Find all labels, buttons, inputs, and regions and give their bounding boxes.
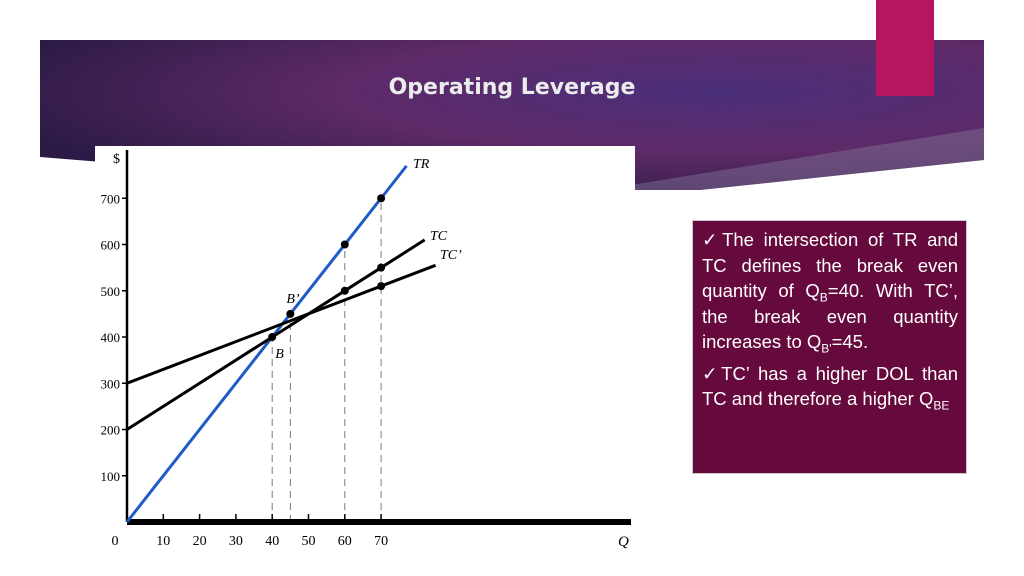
accent-tab (876, 0, 934, 96)
y-tick-label: 500 (101, 284, 121, 299)
break-even-chart: 0 10 20 30 40 50 60 70 100 200 300 400 500 600 700 $ Q TR… (95, 146, 635, 556)
y-tick-label: 100 (101, 469, 121, 484)
x-tick-label: 30 (229, 534, 243, 549)
y-tick-label: 200 (101, 423, 121, 438)
x-tick-label: 20 (193, 534, 207, 549)
data-point (340, 240, 349, 249)
data-point (286, 309, 295, 318)
checkmark-icon: ✓ (702, 362, 722, 384)
point-label-b: B (275, 347, 284, 362)
data-point (377, 263, 386, 272)
slide-title: Operating Leverage (388, 75, 636, 100)
explanation-paragraph-2: ✓TC’ has a higher DOL than TC and theref… (702, 362, 958, 413)
explanation-paragraph-1: ✓The intersection of TR and TC defines t… (702, 229, 958, 356)
data-point (377, 194, 386, 203)
y-tick-label: 600 (101, 238, 121, 253)
x-axis-label: Q (618, 534, 629, 550)
data-point (340, 286, 349, 295)
x-tick-label: 0 (112, 534, 119, 549)
y-axis-label: $ (113, 152, 120, 167)
series-line-TC (126, 238, 426, 431)
series-label-TR: TR (413, 157, 430, 172)
series-line-TR (125, 164, 408, 523)
x-tick-label: 60 (338, 534, 352, 549)
series-label-TC’: TC’ (440, 248, 462, 263)
checkmark-icon: ✓ (702, 229, 723, 250)
y-tick-label: 700 (101, 191, 121, 206)
point-label-b-prime: B’ (286, 292, 300, 307)
x-tick-label: 70 (374, 534, 388, 549)
x-tick-label: 50 (302, 534, 316, 549)
x-tick-label: 10 (156, 534, 170, 549)
y-tick-label: 300 (101, 376, 121, 391)
y-tick-label: 400 (101, 330, 121, 345)
series-label-TC: TC (430, 229, 448, 244)
data-point (377, 282, 386, 291)
explanation-box: ✓The intersection of TR and TC defines t… (692, 220, 967, 474)
x-tick-label: 40 (265, 534, 279, 549)
data-point (268, 333, 277, 341)
